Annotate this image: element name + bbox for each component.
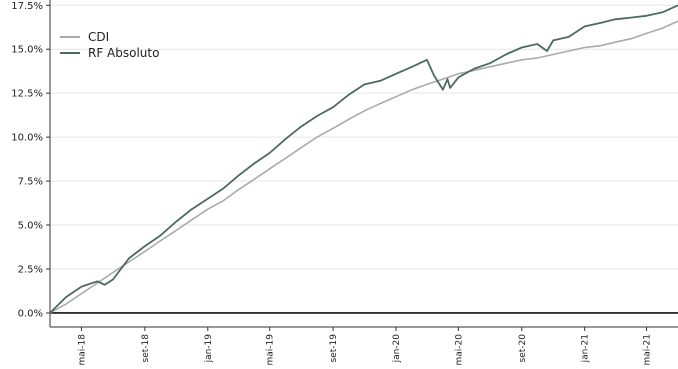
x-tick-label: jan-19	[204, 334, 214, 364]
y-tick-label: 17.5%	[11, 1, 43, 12]
y-tick-label: 12.5%	[11, 89, 43, 100]
x-tick-label: mai-20	[454, 334, 464, 366]
y-tick-label: 5.0%	[18, 221, 43, 232]
x-tick-label: set-19	[329, 334, 339, 363]
legend-label-rf-absoluto: RF Absoluto	[88, 46, 159, 60]
x-axis-ticks: mai-18 set-18 jan-19 mai-19 set-19 jan-20 mai-…	[77, 327, 652, 365]
x-tick-label: mai-21	[643, 334, 653, 365]
y-tick-label: 15.0%	[11, 45, 43, 56]
x-tick-label: mai-18	[77, 334, 87, 366]
y-axis-ticks: 0.0% 2.5% 5.0% 7.5% 10.0% 12.5% 15.0% 17.5%	[11, 1, 50, 320]
x-tick-label: jan-20	[392, 334, 402, 364]
y-tick-label: 2.5%	[18, 264, 43, 275]
x-tick-label: jan-21	[581, 334, 591, 363]
x-tick-label: set-20	[518, 334, 528, 363]
legend-label-cdi: CDI	[88, 30, 109, 44]
x-tick-label: set-18	[141, 334, 151, 363]
y-tick-label: 0.0%	[18, 308, 43, 319]
x-tick-label: mai-19	[266, 334, 276, 366]
y-tick-label: 10.0%	[11, 133, 43, 144]
y-tick-label: 7.5%	[18, 177, 43, 188]
